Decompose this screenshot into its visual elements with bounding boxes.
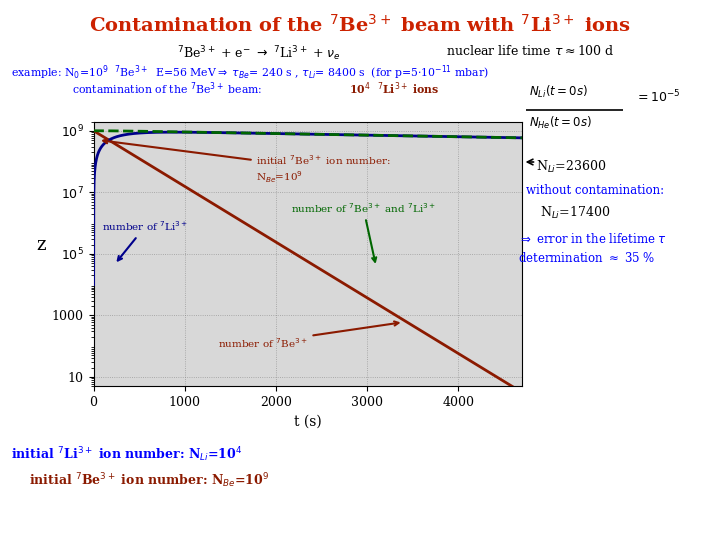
Text: initial $^7$Be$^{3+}$ ion number: N$_{Be}$=10$^9$: initial $^7$Be$^{3+}$ ion number: N$_{Be… bbox=[29, 471, 269, 490]
Text: $= 10^{-5}$: $= 10^{-5}$ bbox=[635, 89, 680, 105]
Text: nuclear life time $\tau\approx$100 d: nuclear life time $\tau\approx$100 d bbox=[446, 44, 615, 58]
Text: Contamination of the $^{7}$Be$^{3+}$ beam with $^{7}$Li$^{3+}$ ions: Contamination of the $^{7}$Be$^{3+}$ bea… bbox=[89, 14, 631, 36]
Text: number of $^7$Be$^{3+}$ and $^7$Li$^{3+}$: number of $^7$Be$^{3+}$ and $^7$Li$^{3+}… bbox=[291, 201, 436, 262]
Text: $N_{Li}(t = 0s)$: $N_{Li}(t = 0s)$ bbox=[529, 84, 588, 100]
Text: 10$^4$  $^7$Li$^{3+}$ ions: 10$^4$ $^7$Li$^{3+}$ ions bbox=[349, 80, 440, 97]
Text: N$_{Li}$=23600: N$_{Li}$=23600 bbox=[536, 159, 606, 175]
Text: initial $^7$Li$^{3+}$ ion number: N$_{Li}$=10$^4$: initial $^7$Li$^{3+}$ ion number: N$_{Li… bbox=[11, 446, 242, 464]
Text: $\Rightarrow$ error in the lifetime $\tau$: $\Rightarrow$ error in the lifetime $\ta… bbox=[518, 232, 667, 246]
X-axis label: t (s): t (s) bbox=[294, 414, 322, 428]
Text: N$_{Li}$=17400: N$_{Li}$=17400 bbox=[540, 205, 610, 221]
Text: $N_{He}(t = 0s)$: $N_{He}(t = 0s)$ bbox=[529, 114, 593, 131]
Text: determination $\approx$ 35 %: determination $\approx$ 35 % bbox=[518, 251, 656, 265]
Text: without contamination:: without contamination: bbox=[526, 184, 664, 197]
Text: $^{7}$Be$^{3+}$ + e$^{-}$ $\rightarrow$ $^{7}$Li$^{3+}$ + $\nu_e$: $^{7}$Be$^{3+}$ + e$^{-}$ $\rightarrow$ … bbox=[177, 44, 341, 63]
Y-axis label: z: z bbox=[36, 236, 45, 254]
Text: initial $^7$Be$^{3+}$ ion number:
N$_{Be}$=10$^9$: initial $^7$Be$^{3+}$ ion number: N$_{Be… bbox=[103, 139, 391, 185]
Text: number of $^7$Li$^{3+}$: number of $^7$Li$^{3+}$ bbox=[102, 219, 189, 260]
Text: contamination of the $^7$Be$^{3+}$ beam:: contamination of the $^7$Be$^{3+}$ beam: bbox=[72, 80, 262, 97]
Text: number of $^7$Be$^{3+}$: number of $^7$Be$^{3+}$ bbox=[218, 321, 398, 349]
Text: example: N$_0$=10$^9$  $^7$Be$^{3+}$  E=56 MeV$\Rightarrow$ $\tau_{Be}$= 240 s ,: example: N$_0$=10$^9$ $^7$Be$^{3+}$ E=56… bbox=[11, 64, 489, 82]
